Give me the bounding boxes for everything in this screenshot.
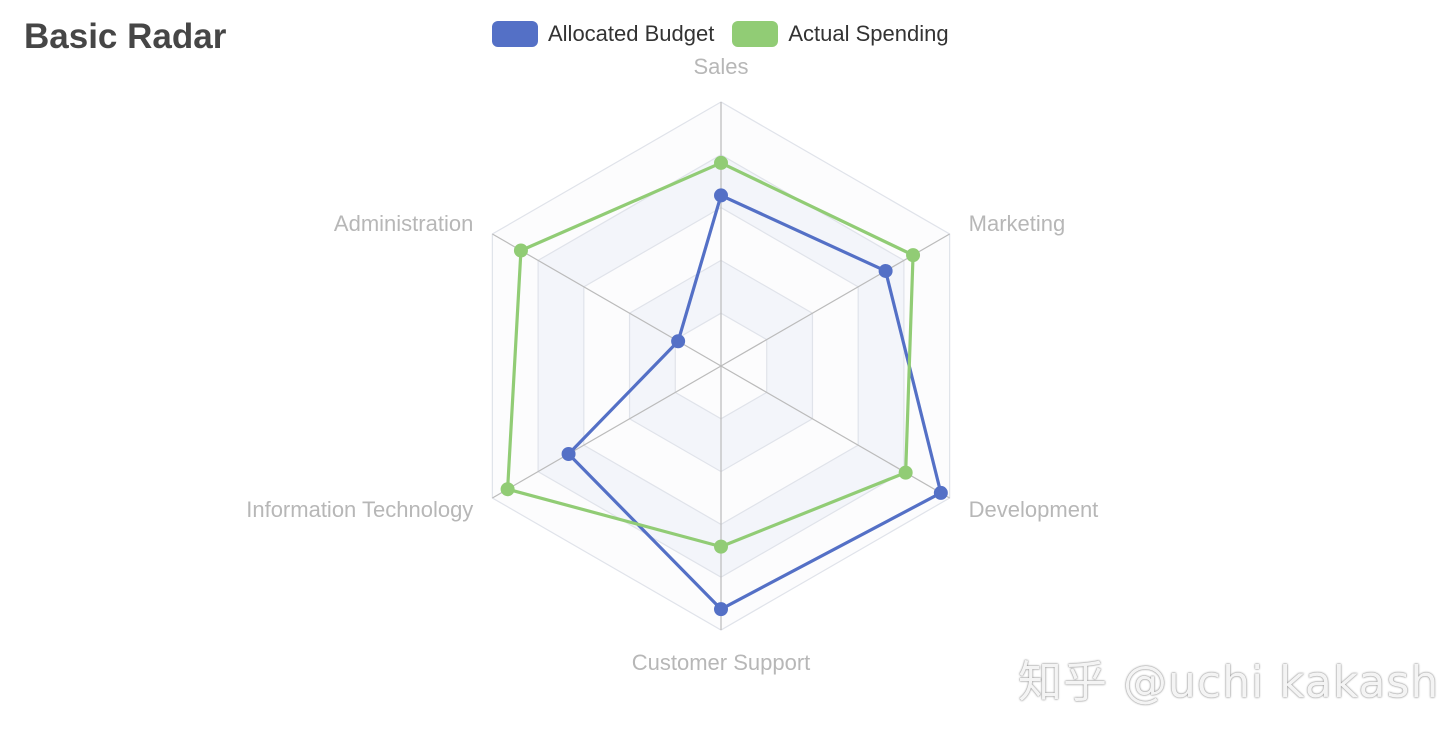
legend-item-actual-spending[interactable]: Actual Spending: [732, 21, 949, 47]
legend-swatch-allocated-budget: [492, 21, 538, 47]
legend-item-allocated-budget[interactable]: Allocated Budget: [492, 21, 714, 47]
axis-line-2: [492, 365, 722, 499]
legend: Allocated Budget Actual Spending: [492, 21, 949, 47]
series-0-point-2: [561, 447, 576, 461]
chart-title: Basic Radar: [24, 17, 227, 56]
axis-label-3: Customer Support: [632, 650, 811, 675]
series-0-point-5: [878, 263, 893, 278]
axis-label-2: Information Technology: [246, 497, 473, 522]
legend-label-allocated-budget: Allocated Budget: [548, 21, 715, 46]
axis-label-4: Development: [969, 497, 1099, 522]
series-1-point-2: [500, 482, 515, 497]
series-1-point-0: [714, 155, 728, 170]
axis-label-5: Marketing: [969, 211, 1066, 236]
legend-swatch-actual-spending: [732, 21, 779, 47]
series-0-point-0: [714, 188, 728, 203]
axis-label-0: Sales: [693, 54, 748, 79]
series-0-point-3: [714, 602, 728, 617]
legend-label-actual-spending: Actual Spending: [788, 21, 949, 46]
watermark: 知乎 @uchi kakashi: [1018, 657, 1440, 708]
series-1-point-3: [714, 539, 728, 554]
axis-label-1: Administration: [334, 211, 473, 236]
series-1-point-1: [513, 243, 528, 258]
series-1-point-5: [906, 248, 921, 263]
series-0-point-1: [671, 334, 686, 349]
series-0-point-4: [933, 485, 948, 500]
series-1-point-4: [898, 465, 913, 480]
